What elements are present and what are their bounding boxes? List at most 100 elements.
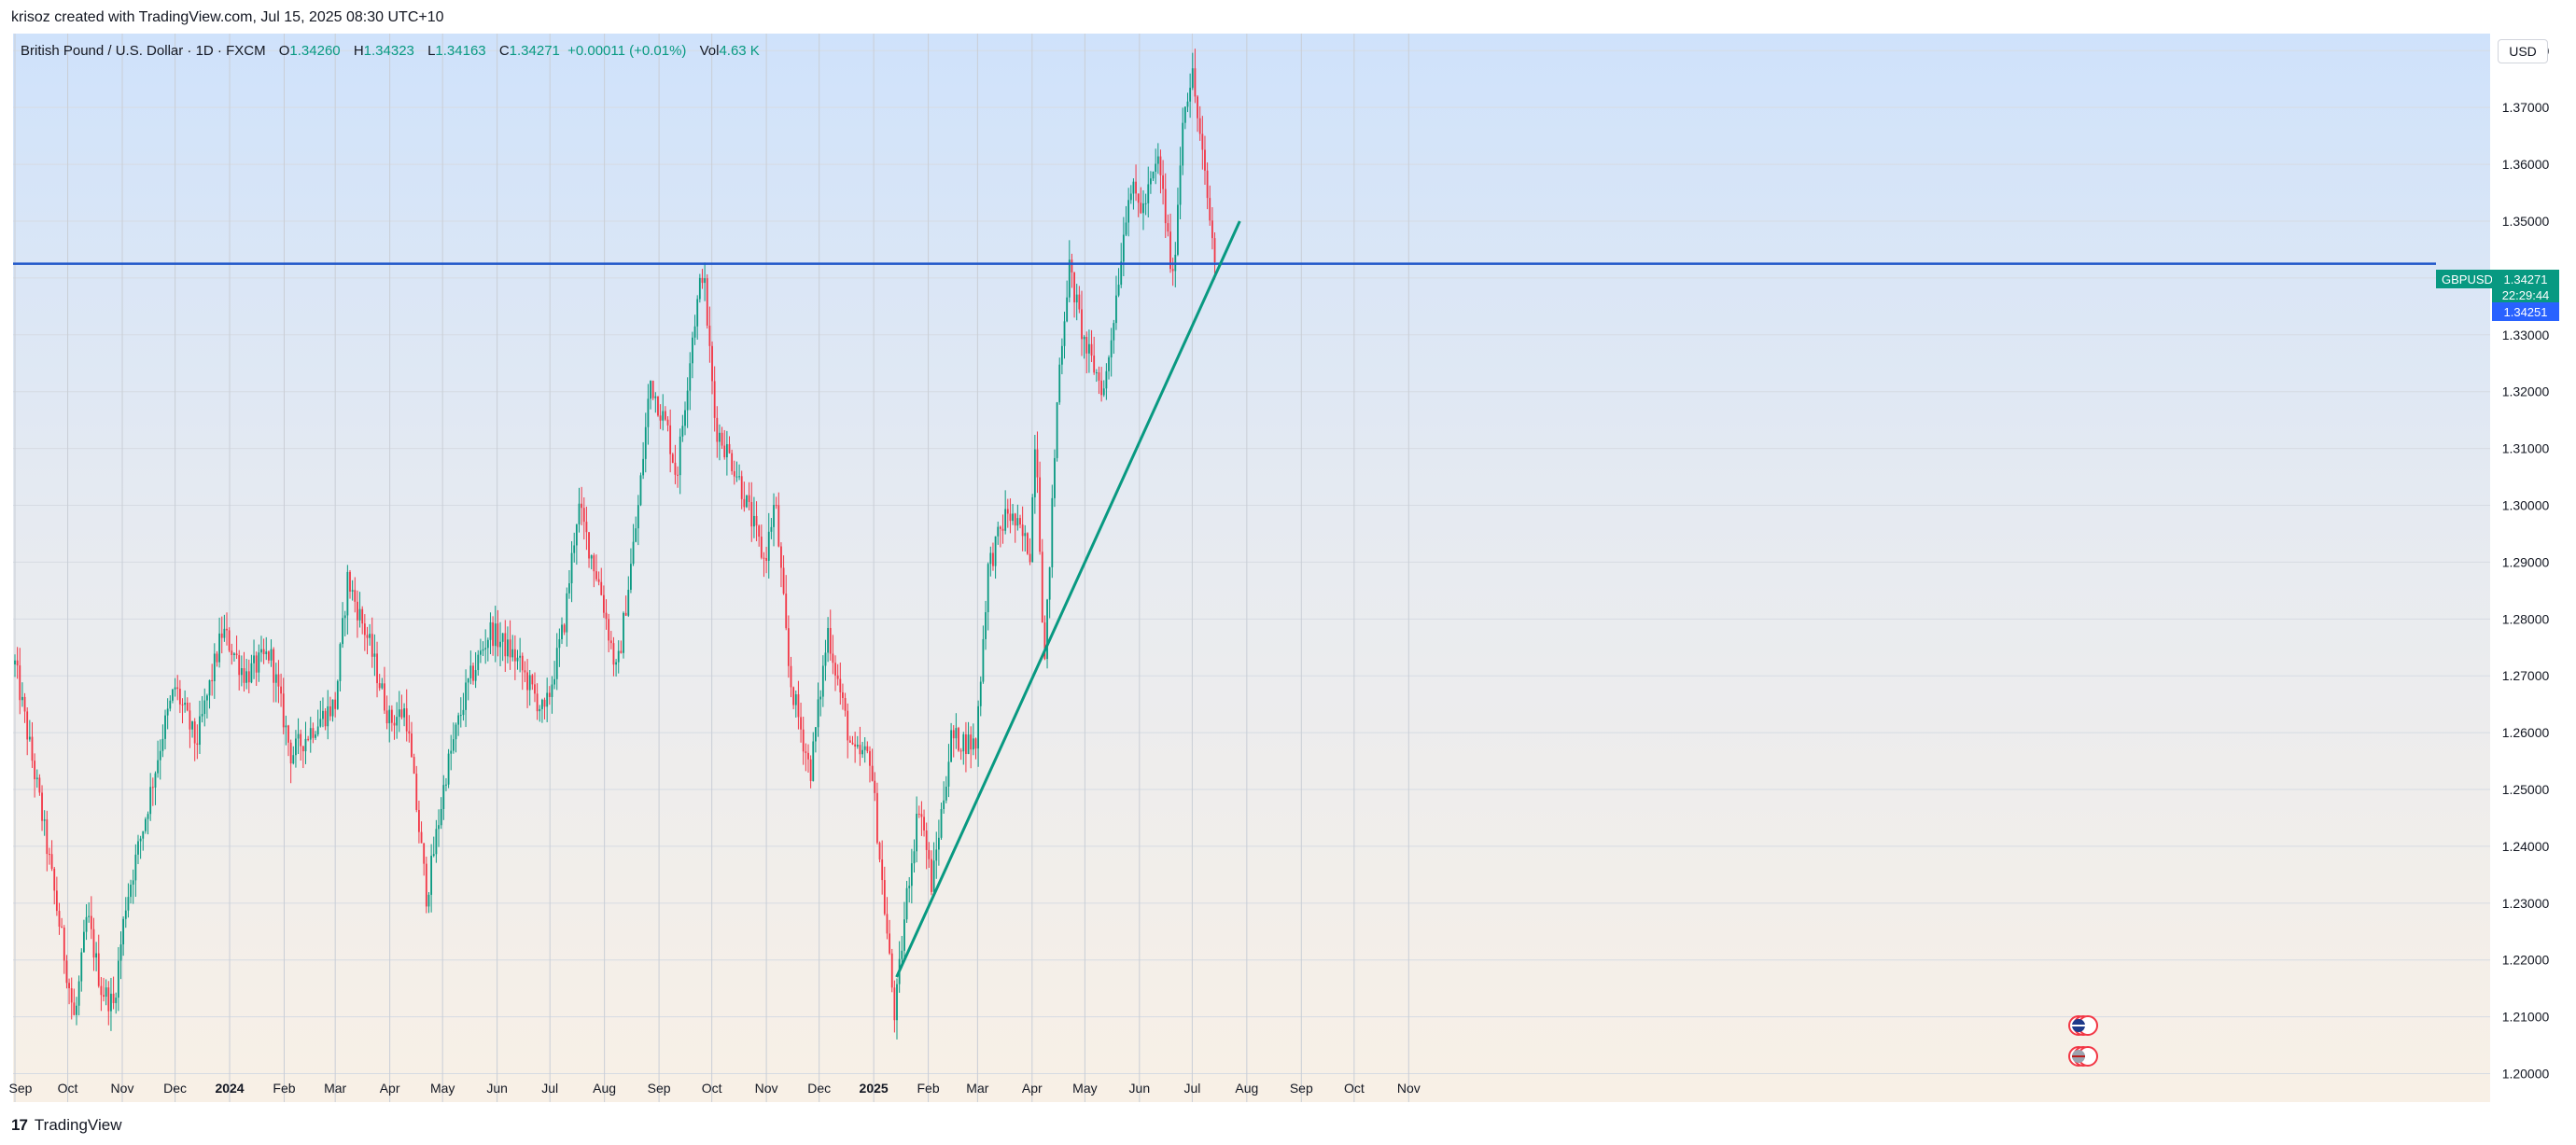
time-axis-label: 2024 (215, 1081, 244, 1096)
candle-body (593, 555, 595, 572)
candle-body (807, 752, 809, 760)
candle-body (534, 684, 536, 694)
candle-body (940, 809, 943, 838)
candle-body (349, 571, 351, 592)
candle-body (666, 419, 669, 426)
candle-body (376, 653, 378, 684)
time-axis-label: Nov (1397, 1081, 1421, 1096)
candle-body (73, 1002, 76, 1015)
candle-body (1122, 234, 1125, 262)
candle-body (563, 624, 566, 633)
hline-price-tag: 1.34251 (2492, 302, 2559, 321)
candle-body (844, 697, 847, 711)
candle-body (627, 589, 630, 616)
candle-body (354, 590, 357, 602)
candle-body (932, 860, 935, 892)
price-axis-label: 1.28000 (2502, 611, 2550, 626)
candle-body (159, 750, 161, 761)
candle-body (381, 683, 384, 689)
candle-body (1147, 184, 1150, 203)
candle-body (790, 665, 792, 688)
candle-body (1204, 149, 1206, 171)
close-label: C (498, 43, 510, 59)
candle-body (753, 515, 755, 527)
candle-body (1014, 513, 1016, 526)
candle-body (982, 638, 985, 682)
candle-body (420, 831, 423, 844)
time-axis-label: Sep (648, 1081, 671, 1096)
candle-body (935, 849, 938, 861)
candle-body (540, 699, 543, 709)
time-axis-label: Nov (755, 1081, 778, 1096)
candle-body (866, 746, 869, 751)
candle-body (1033, 449, 1036, 497)
candle-body (931, 859, 932, 892)
candle-body (342, 618, 343, 645)
time-axis-label: Aug (593, 1081, 616, 1096)
candle-body (972, 738, 974, 750)
candle-body (725, 443, 728, 458)
candle-body (472, 665, 474, 681)
candle-body (555, 648, 558, 679)
candle-body (693, 326, 696, 338)
candle-body (218, 633, 220, 663)
candle-body (994, 536, 997, 566)
candles (14, 49, 1216, 1040)
candle-body (53, 868, 56, 891)
candle-body (937, 837, 940, 850)
candle-body (226, 628, 228, 631)
candle-body (28, 736, 31, 740)
candle-body (669, 425, 672, 454)
candle-body (77, 981, 80, 1006)
candle-body (1113, 323, 1115, 341)
candle-body (827, 627, 830, 653)
candle-body (423, 843, 426, 864)
candle-body (334, 699, 337, 709)
candle-body (196, 743, 199, 746)
candle-body (388, 709, 391, 724)
candle-body (1075, 294, 1078, 303)
candle-body (950, 730, 952, 762)
candle-body (809, 759, 812, 781)
candle-body (343, 615, 346, 619)
candle-body (83, 931, 85, 953)
candle-body (777, 505, 780, 547)
candle-body (913, 851, 916, 864)
candle-body (1152, 172, 1155, 179)
candle-body (301, 746, 304, 752)
candle-body (543, 699, 546, 707)
candle-body (1135, 181, 1137, 194)
candle-body (650, 381, 651, 399)
candle-body (285, 725, 287, 728)
candle-body (1183, 106, 1186, 123)
candle-body (258, 652, 260, 673)
candle-body (1006, 509, 1009, 514)
currency-button[interactable]: USD (2498, 39, 2548, 63)
candle-body (100, 985, 103, 996)
candle-body (1012, 513, 1014, 522)
candle-body (711, 345, 713, 382)
candle-body (467, 677, 469, 683)
candle-body (878, 843, 881, 860)
candle-body (970, 734, 973, 750)
price-axis-label: 1.32000 (2502, 384, 2550, 399)
candle-body (58, 911, 61, 927)
price-axis-label: 1.29000 (2502, 554, 2550, 569)
candle-body (295, 738, 297, 756)
candle-body (1211, 220, 1213, 239)
candle-body (733, 470, 735, 477)
candle-body (920, 814, 923, 817)
candle-body (169, 700, 172, 709)
candle-body (447, 753, 450, 785)
candle-body (223, 628, 226, 638)
candle-body (623, 612, 624, 653)
candle-body (698, 277, 701, 300)
candle-body (1167, 223, 1169, 232)
candle-body (539, 708, 541, 712)
candle-body (787, 628, 790, 666)
candle-body (110, 993, 112, 1012)
candle-body (839, 678, 842, 692)
symbol-name[interactable]: British Pound / U.S. Dollar · 1D · FXCM (21, 43, 266, 59)
candle-body (947, 761, 950, 787)
